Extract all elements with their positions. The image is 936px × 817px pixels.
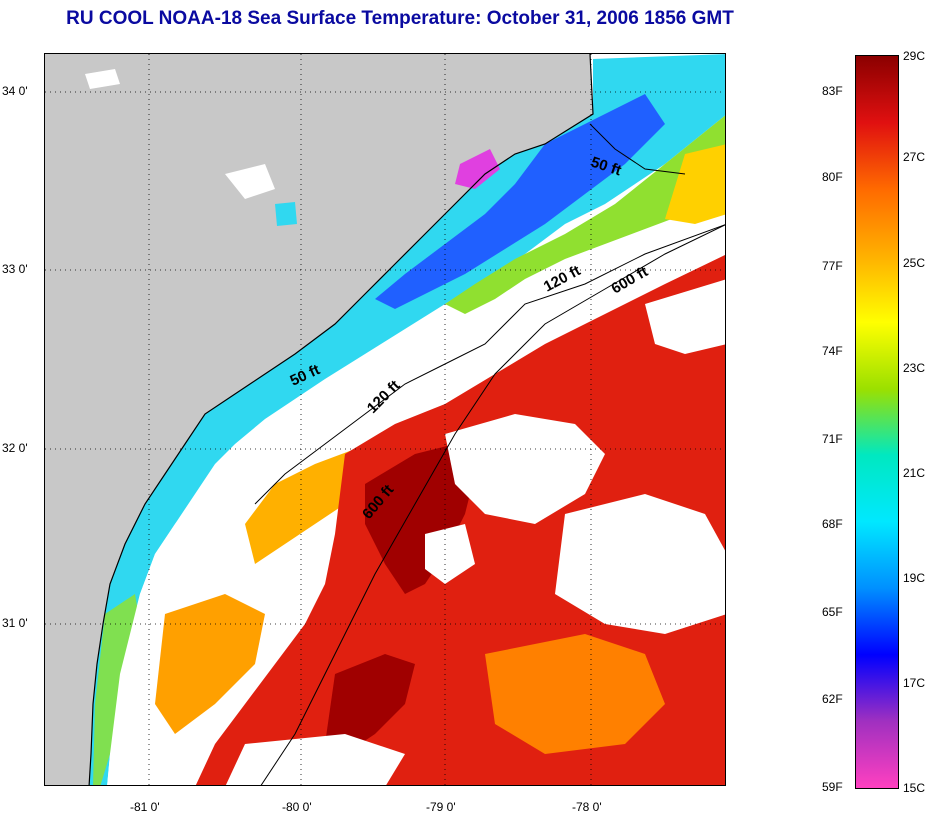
sst-map: 50 ft 120 ft 600 ft 50 ft 120 ft 600 ft: [44, 53, 726, 786]
lat-label-32: 32 0': [2, 441, 28, 455]
colorbar-c-15: 15C: [903, 781, 926, 795]
sst-yellow-shelf: [665, 144, 725, 224]
sst-blue-band: [375, 94, 665, 309]
cloud-offshore-3: [645, 279, 725, 354]
sst-darkred-core: [365, 444, 475, 594]
cloud-inland-2: [85, 69, 120, 89]
sst-orange-south: [155, 594, 265, 734]
colorbar-c-17: 17C: [903, 676, 926, 690]
lon-label-79: -79 0': [426, 800, 456, 814]
colorbar-c-29: 29C: [903, 49, 926, 63]
coastline: [88, 54, 594, 785]
sst-orange-southeast: [485, 634, 665, 754]
sst-darkred-south: [325, 654, 415, 754]
cloud-offshore-1: [445, 414, 605, 524]
colorbar-c-27: 27C: [903, 150, 926, 164]
land-mass: [45, 54, 593, 785]
isobath-600ft: [260, 224, 725, 785]
lon-label-81: -81 0': [130, 800, 160, 814]
lon-label-78: -78 0': [572, 800, 602, 814]
colorbar-f-59: 59F: [822, 780, 843, 794]
sst-green-shelf: [445, 115, 725, 314]
cloud-inland-1: [225, 164, 275, 199]
colorbar-f-71: 71F: [822, 432, 843, 446]
colorbar-c-25: 25C: [903, 256, 926, 270]
sst-magenta: [455, 149, 500, 189]
colorbar-f-80: 80F: [822, 170, 843, 184]
lon-label-80: -80 0': [282, 800, 312, 814]
cloud-inland-3: [275, 202, 297, 226]
map-title: RU COOL NOAA-18 Sea Surface Temperature:…: [66, 8, 734, 29]
colorbar-f-77: 77F: [822, 259, 843, 273]
colorbar-c-21: 21C: [903, 466, 926, 480]
colorbar-c-23: 23C: [903, 361, 926, 375]
lat-label-33: 33 0': [2, 262, 28, 276]
colorbar-c-19: 19C: [903, 571, 926, 585]
lat-label-34: 34 0': [2, 84, 28, 98]
isobath-50ft: [589, 123, 686, 175]
colorbar-f-74: 74F: [822, 344, 843, 358]
lat-label-31: 31 0': [2, 616, 28, 630]
colorbar-f-68: 68F: [822, 517, 843, 531]
colorbar-f-65: 65F: [822, 605, 843, 619]
colorbar-f-62: 62F: [822, 692, 843, 706]
cloud-offshore-4: [225, 734, 405, 785]
colorbar-f-83: 83F: [822, 84, 843, 98]
cloud-offshore-5: [425, 524, 475, 584]
colorbar: [855, 55, 899, 789]
graticule: [45, 54, 725, 785]
cloud-offshore-2: [555, 494, 725, 634]
